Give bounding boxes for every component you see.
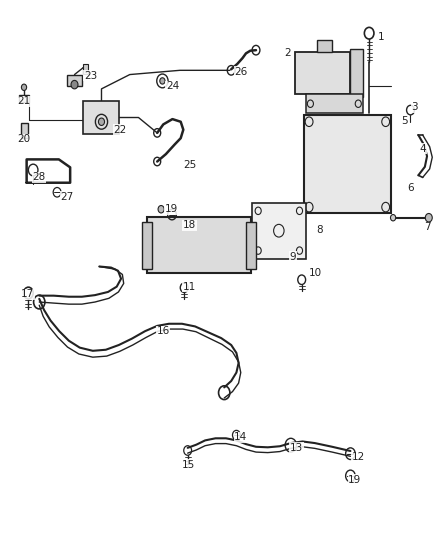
Text: 8: 8	[317, 225, 323, 236]
Text: 16: 16	[157, 326, 170, 336]
Circle shape	[99, 118, 105, 125]
Bar	[247, 222, 256, 269]
Bar	[147, 217, 251, 273]
Text: 9: 9	[290, 252, 296, 262]
Bar	[304, 115, 391, 214]
Bar	[317, 40, 332, 52]
Text: 20: 20	[18, 134, 31, 144]
Bar	[19, 95, 29, 102]
Text: 17: 17	[21, 289, 34, 299]
Bar	[67, 75, 82, 86]
Text: 3: 3	[412, 102, 418, 112]
Circle shape	[21, 84, 27, 91]
Text: 27: 27	[60, 191, 73, 201]
Text: 2: 2	[284, 49, 291, 58]
Bar	[295, 52, 350, 94]
Bar	[142, 222, 152, 269]
Bar	[350, 49, 363, 97]
Text: 28: 28	[32, 172, 46, 182]
Text: 22: 22	[113, 125, 127, 135]
Bar	[21, 123, 28, 138]
Bar	[306, 94, 363, 113]
Text: 4: 4	[419, 144, 426, 154]
Text: 1: 1	[378, 33, 384, 43]
Circle shape	[71, 80, 78, 89]
Text: 19: 19	[348, 475, 361, 484]
Text: 11: 11	[183, 281, 196, 292]
Text: 24: 24	[166, 81, 179, 91]
Circle shape	[425, 214, 432, 222]
Circle shape	[391, 215, 396, 221]
Text: 7: 7	[424, 222, 431, 232]
Bar	[252, 203, 306, 259]
Bar	[83, 64, 88, 74]
Text: 21: 21	[18, 96, 31, 106]
Text: 5: 5	[402, 116, 408, 126]
Text: 14: 14	[234, 432, 247, 442]
Text: 10: 10	[309, 268, 322, 278]
Circle shape	[158, 206, 164, 213]
Bar	[83, 101, 119, 134]
Text: 19: 19	[165, 204, 178, 214]
Text: 13: 13	[290, 443, 303, 453]
Text: 26: 26	[234, 67, 247, 77]
Text: 18: 18	[183, 220, 196, 230]
Text: 23: 23	[84, 70, 97, 80]
Text: 25: 25	[183, 160, 196, 169]
Text: 6: 6	[407, 183, 414, 193]
Text: 15: 15	[182, 460, 195, 470]
Circle shape	[160, 78, 165, 84]
Text: 12: 12	[352, 453, 365, 463]
